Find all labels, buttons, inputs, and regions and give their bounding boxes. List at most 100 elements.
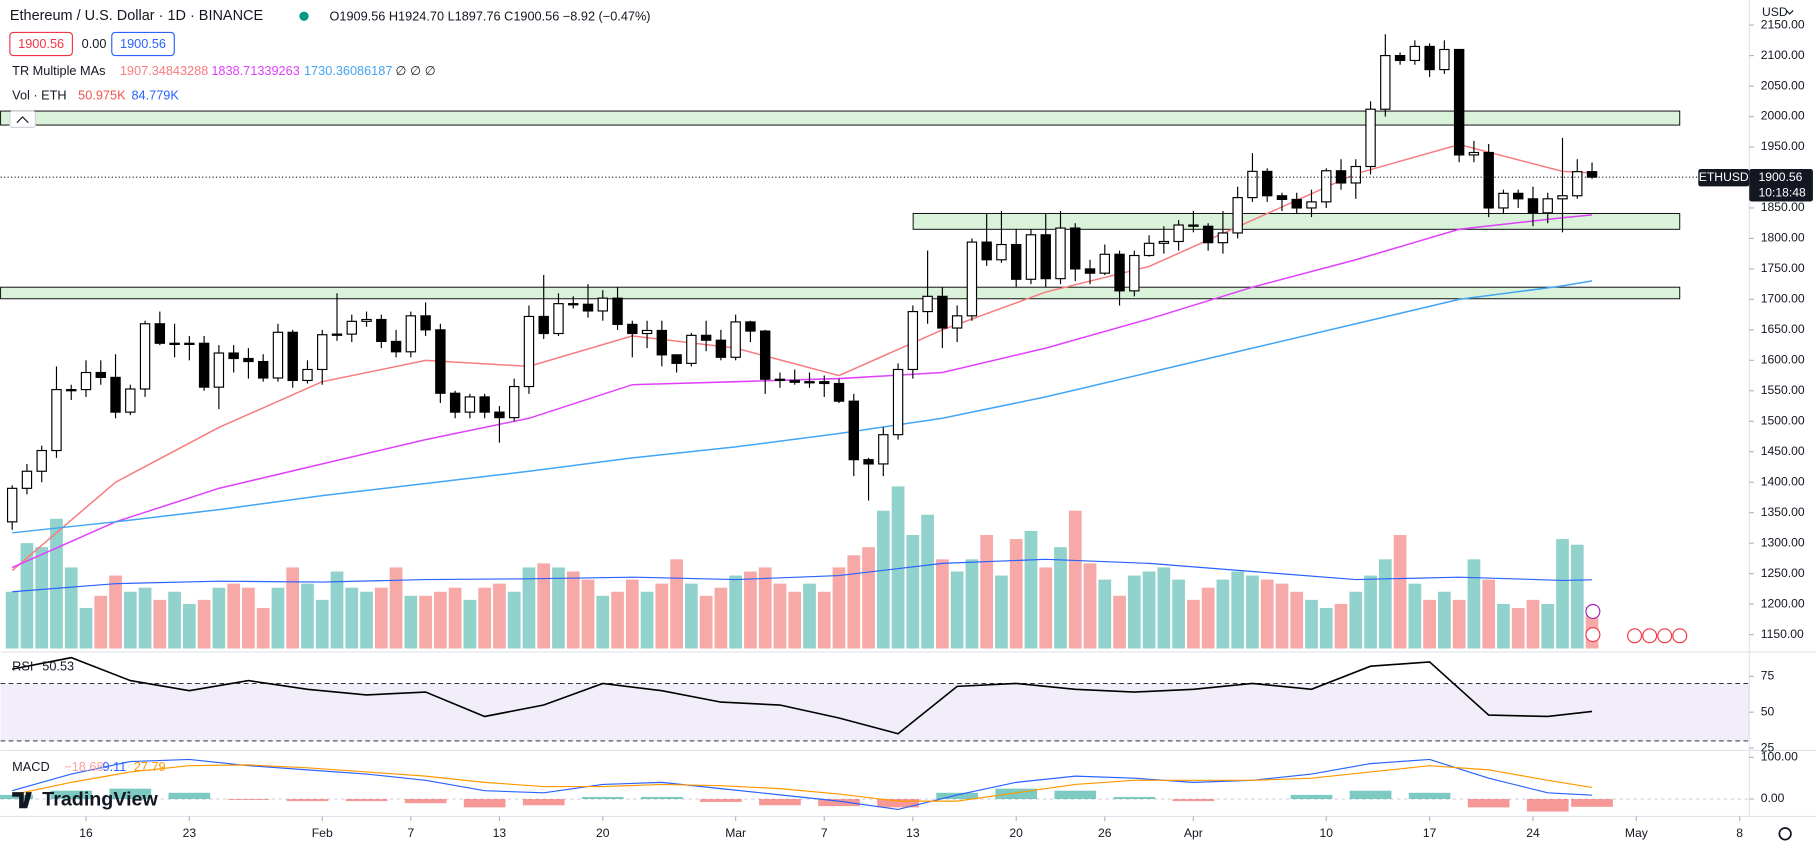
buy-button[interactable]: [111, 31, 175, 57]
volume-bar: [1260, 579, 1274, 649]
candle-body: [1512, 192, 1524, 200]
volume-bar: [758, 567, 772, 649]
candle-body: [302, 368, 313, 382]
candle-body: [287, 331, 298, 382]
candle-body: [464, 396, 476, 413]
event-icon[interactable]: [1585, 627, 1601, 643]
macd-tick-label: 100.00: [1761, 750, 1798, 764]
macd-hist-bar: [168, 792, 211, 800]
collapse-icon: [16, 116, 29, 124]
volume-bar: [50, 518, 63, 649]
collapse-button[interactable]: [9, 110, 36, 128]
candle-body: [1453, 48, 1465, 156]
volume-bar: [566, 571, 580, 649]
event-icon[interactable]: [1672, 628, 1688, 644]
vol-value: 50.975K: [78, 87, 126, 102]
candle-body: [789, 379, 800, 383]
candle-body: [1572, 171, 1583, 197]
volume-bar: [1497, 603, 1510, 649]
candle-body: [1542, 198, 1553, 214]
volume-bar: [79, 607, 93, 649]
volume-bar: [286, 567, 300, 649]
volume-bar: [404, 595, 418, 649]
y-tick-label: 2150.00: [1761, 17, 1805, 31]
symbol-tag-label: ETHUSD: [1699, 170, 1749, 184]
macd-hist-bar: [227, 799, 270, 800]
volume-bar: [1187, 599, 1200, 649]
candle-body: [1424, 45, 1435, 71]
volume-bar: [862, 547, 875, 649]
volume-bar: [832, 567, 846, 649]
y-tick-label: 1950.00: [1761, 139, 1805, 153]
candle-body: [1114, 253, 1125, 292]
ma-line: [11, 214, 1593, 569]
candle-body: [1439, 48, 1450, 71]
event-icon[interactable]: [1642, 628, 1658, 644]
candle-body: [21, 470, 33, 489]
volume-bar: [1408, 583, 1422, 649]
ma-value: 1730.36086187: [304, 63, 392, 78]
volume-bar: [611, 591, 624, 649]
macd-hist-bar: [581, 796, 624, 800]
candle-body: [1247, 170, 1258, 199]
volume-bar: [1231, 571, 1245, 649]
candle-body: [346, 320, 357, 335]
candle-body: [1129, 254, 1140, 292]
volume-bar: [552, 567, 565, 649]
macd-hist-bar: [1571, 799, 1613, 807]
volume-bar: [729, 575, 743, 649]
price-tag-label: 1900.56: [1759, 170, 1803, 184]
settings-icon[interactable]: [1778, 827, 1792, 841]
candle-body: [169, 342, 180, 346]
candle-body: [51, 389, 62, 452]
ma-line: [12, 280, 1593, 534]
event-icon[interactable]: [1657, 628, 1673, 644]
volume-bar: [1511, 607, 1525, 649]
sell-price: 1900.56: [18, 36, 64, 51]
candle-body: [494, 411, 505, 419]
y-tick-label: 1250.00: [1761, 566, 1805, 580]
candle-body: [937, 295, 948, 329]
volume-bar: [1172, 579, 1185, 649]
volume-bar: [1334, 603, 1348, 649]
volume-bar: [227, 583, 241, 649]
candle-body: [1321, 170, 1332, 203]
volume-bar: [301, 583, 314, 649]
volume-bar: [419, 595, 432, 649]
volume-bar: [1364, 575, 1377, 649]
event-icon[interactable]: [1627, 628, 1643, 644]
y-tick-label: 1400.00: [1761, 474, 1805, 488]
ma-value: 1907.34843288: [120, 63, 208, 78]
volume-bar: [950, 571, 964, 649]
x-tick-label: 20: [1009, 826, 1023, 840]
candle-body: [1055, 227, 1066, 280]
volume-bar: [1526, 599, 1540, 649]
sell-button[interactable]: [9, 31, 73, 57]
candle-body: [1070, 227, 1081, 270]
macd-signal-value: 27.79: [134, 759, 166, 774]
candle-body: [774, 378, 786, 382]
x-tick-label: May: [1625, 826, 1649, 840]
candle-body: [1173, 224, 1184, 243]
volume-bar: [1482, 579, 1496, 649]
volume-bar: [1216, 579, 1230, 649]
volume-bar: [1246, 575, 1259, 649]
candle-body: [1335, 170, 1347, 184]
rsi-tick-label: 25: [1761, 740, 1775, 754]
volume-bar: [936, 559, 949, 649]
volume-bar: [714, 587, 728, 649]
candle-body: [361, 318, 372, 322]
candle-body: [6, 487, 18, 523]
candle-body: [36, 449, 47, 472]
candle-body: [863, 459, 874, 465]
y-tick-label: 1750.00: [1761, 261, 1805, 275]
volume-ma-line: [12, 558, 1593, 593]
candle-body: [272, 331, 284, 379]
candle-body: [95, 371, 106, 378]
currency[interactable]: USD: [1762, 5, 1788, 19]
volume-bar: [847, 555, 861, 649]
volume-bar: [242, 587, 255, 649]
macd-value: 9.11: [103, 759, 127, 774]
rsi-tick-label: 50: [1761, 704, 1775, 718]
event-icon[interactable]: [1585, 603, 1601, 619]
